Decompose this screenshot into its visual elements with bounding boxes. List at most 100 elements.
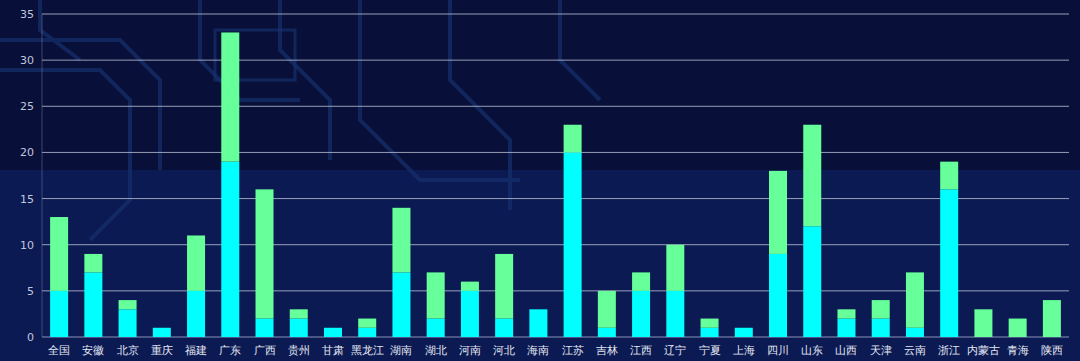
x-tick-label: 云南 — [904, 344, 926, 357]
x-tick-label: 青海 — [1007, 344, 1029, 357]
circuit-line — [360, 0, 520, 180]
x-tick-label: 安徽 — [82, 344, 104, 357]
grid-line — [42, 198, 1069, 199]
bar-segment — [769, 254, 787, 337]
circuit-line — [560, 0, 600, 100]
circuit-line — [40, 0, 80, 60]
x-tick-label: 广东 — [219, 344, 241, 357]
bar-segment — [940, 162, 958, 190]
bar-segment — [324, 327, 342, 328]
y-tick-label: 0 — [27, 331, 34, 344]
bar-segment — [187, 235, 205, 290]
x-tick-label: 贵州 — [288, 344, 310, 357]
bar-segment — [803, 226, 821, 337]
bar-segment — [50, 217, 68, 291]
bar-segment — [324, 328, 342, 337]
bar-segment — [358, 319, 376, 328]
bar-segment — [701, 319, 719, 328]
bar-segment — [564, 125, 582, 153]
x-tick-label: 天津 — [870, 344, 892, 357]
background-band — [0, 170, 1080, 361]
bar-segment — [221, 32, 239, 161]
circuit-line — [200, 0, 300, 100]
y-tick-label: 20 — [20, 146, 34, 159]
bar-segment — [256, 189, 274, 318]
bar-segment — [290, 319, 308, 337]
bar-segment — [427, 319, 445, 337]
x-tick-label: 北京 — [117, 344, 139, 357]
grid-line — [42, 152, 1069, 153]
bar-segment — [666, 291, 684, 337]
bars — [50, 32, 1061, 337]
x-tick-label: 浙江 — [938, 344, 960, 357]
x-tick-label: 重庆 — [151, 344, 173, 357]
bar-segment — [666, 245, 684, 291]
background — [0, 0, 1080, 361]
x-tick-label: 湖北 — [425, 344, 447, 357]
bar-segment — [392, 208, 410, 273]
x-tick-label: 福建 — [185, 344, 207, 357]
bar-segment — [221, 162, 239, 337]
y-tick-label: 10 — [20, 239, 34, 252]
bar-segment — [119, 309, 137, 337]
bar-segment — [803, 125, 821, 227]
x-tick-label: 内蒙古 — [967, 344, 1000, 357]
x-tick-label: 山西 — [835, 344, 857, 357]
bar-segment — [119, 300, 137, 309]
y-tick-label: 30 — [20, 54, 34, 67]
x-tick-label: 广西 — [254, 344, 276, 357]
x-tick-label: 江苏 — [562, 344, 584, 357]
bar-segment — [872, 300, 890, 318]
bar-segment — [906, 328, 924, 337]
bar-segment — [564, 152, 582, 337]
grid — [42, 14, 1069, 337]
x-tick-label: 陕西 — [1041, 344, 1063, 357]
circuit-line — [0, 70, 130, 240]
bar-segment — [598, 328, 616, 337]
grid-line — [42, 106, 1069, 107]
bar-segment — [837, 309, 855, 318]
bar-segment — [358, 328, 376, 337]
bar-segment — [392, 272, 410, 337]
bar-segment — [529, 309, 547, 337]
bar-segment — [495, 319, 513, 337]
x-tick-label: 海南 — [527, 344, 549, 357]
x-tick-label: 甘肃 — [322, 344, 344, 357]
bar-segment — [427, 272, 445, 318]
bar-segment — [153, 327, 171, 328]
bar-segment — [974, 309, 992, 337]
bar-segment — [632, 272, 650, 290]
x-tick-label: 四川 — [767, 344, 789, 357]
y-tick-label: 5 — [27, 285, 34, 298]
bar-segment — [940, 189, 958, 337]
x-tick-label: 辽宁 — [664, 344, 686, 357]
x-tick-label: 湖南 — [390, 344, 412, 357]
bar-segment — [1009, 319, 1027, 337]
bar-segment — [906, 272, 924, 327]
bar-segment — [495, 254, 513, 319]
y-tick-label: 15 — [20, 193, 34, 206]
bar-segment — [837, 319, 855, 337]
bar-segment — [290, 309, 308, 318]
bar-segment — [256, 319, 274, 337]
x-tick-label: 上海 — [733, 344, 755, 357]
x-tick-label: 江西 — [630, 344, 652, 357]
bar-segment — [187, 291, 205, 337]
bar-segment — [735, 327, 753, 328]
bar-segment — [735, 328, 753, 337]
x-tick-label: 吉林 — [596, 344, 618, 357]
x-tick-label: 河南 — [459, 344, 481, 357]
bar-segment — [769, 171, 787, 254]
x-tick-label: 全国 — [48, 344, 70, 357]
y-tick-label: 25 — [20, 100, 34, 113]
bar-segment — [598, 291, 616, 328]
bar-segment — [153, 328, 171, 337]
bar-segment — [461, 291, 479, 337]
bar-segment — [50, 291, 68, 337]
chart-root: 05101520253035全国安徽北京重庆福建广东广西贵州甘肃黑龙江湖南湖北河… — [0, 0, 1080, 361]
x-tick-label: 山东 — [801, 344, 823, 357]
x-tick-label: 河北 — [493, 344, 515, 357]
bar-segment — [84, 254, 102, 272]
y-tick-label: 35 — [20, 8, 34, 21]
grid-line — [42, 14, 1069, 15]
